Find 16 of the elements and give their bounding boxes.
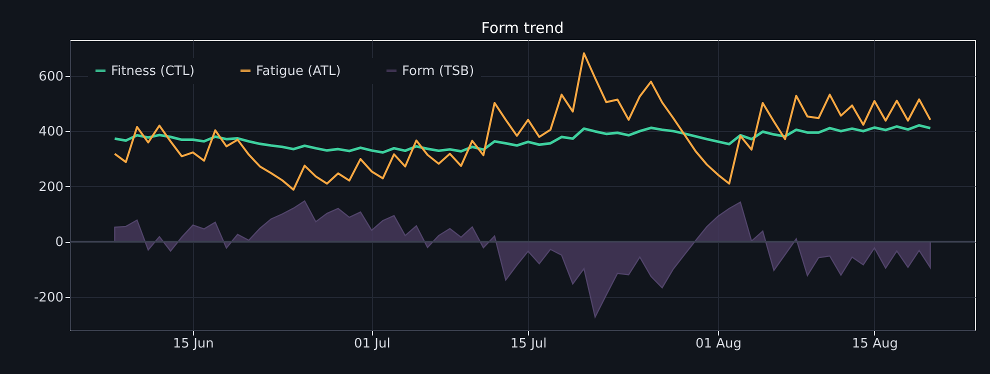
x-tick-label: 01 Jul [354, 336, 390, 352]
x-tick-label: 15 Aug [852, 336, 898, 352]
y-tick-label: 200 [38, 180, 64, 195]
legend-label: Fatigue (ATL) [256, 64, 341, 79]
line-series [114, 52, 932, 191]
y-tick-label: -200 [34, 290, 64, 306]
legend-label: Form (TSB) [402, 64, 474, 79]
chart-title: Form trend [481, 19, 564, 37]
y-tick-label: 400 [38, 124, 64, 140]
legend-label: Fitness (CTL) [111, 64, 195, 79]
y-tick-label: 0 [55, 235, 64, 250]
y-tick-label: 600 [38, 69, 64, 84]
line-series [113, 124, 932, 154]
x-tick-label: 15 Jul [510, 336, 547, 352]
x-tick-label: 01 Aug [695, 336, 742, 352]
x-tick-label: 15 Jun [172, 336, 214, 352]
